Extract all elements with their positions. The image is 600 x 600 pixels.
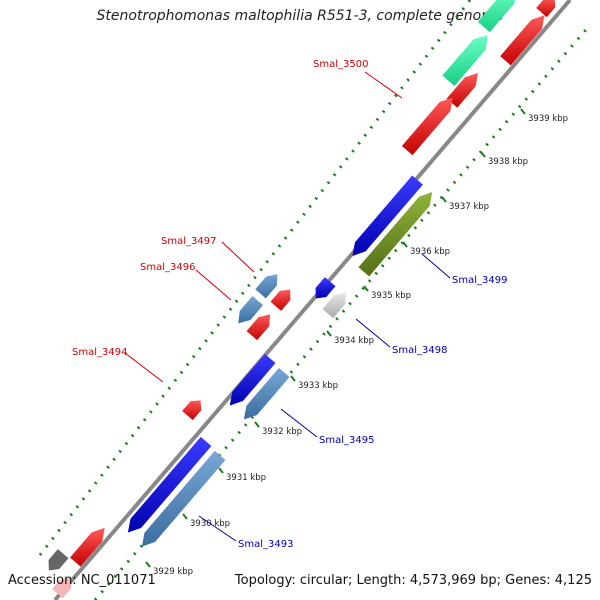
label-leader-line — [280, 408, 318, 438]
gene-arrow-steel-3496[interactable] — [238, 296, 264, 324]
genome-backbone — [53, 0, 572, 600]
tick-label: 3938 kbp — [488, 157, 528, 167]
label-leader-line — [421, 253, 451, 279]
tick-label: 3934 kbp — [334, 336, 374, 346]
tick-mark — [218, 467, 224, 474]
gene-label-smal-3493[interactable]: Smal_3493 — [238, 539, 293, 550]
tick-label: 3929 kbp — [153, 567, 193, 577]
label-leader-line — [364, 71, 403, 99]
gene-arrow-blue-3930[interactable] — [127, 436, 212, 533]
tick-mark — [402, 241, 408, 248]
label-leader-line — [198, 515, 237, 542]
tick-label: 3939 kbp — [528, 114, 568, 124]
tick-mark — [145, 561, 151, 568]
gene-label-smal-3499[interactable]: Smal_3499 — [452, 275, 507, 286]
tick-mark — [520, 108, 526, 115]
gene-label-smal-3500[interactable]: Smal_3500 — [313, 59, 368, 70]
gene-arrow-pink-bottom[interactable] — [52, 578, 72, 599]
gene-arrow-blue-3498[interactable] — [315, 277, 336, 299]
label-leader-line — [221, 241, 255, 273]
gene-arrow-olive-3499[interactable] — [358, 192, 433, 277]
tick-mark — [441, 196, 447, 203]
tick-mark — [290, 375, 296, 382]
gene-arrow-red-top-3[interactable] — [446, 72, 479, 108]
tick-mark — [326, 330, 332, 337]
gene-arrow-red-3500[interactable] — [401, 97, 453, 156]
tick-label: 3936 kbp — [410, 247, 450, 257]
gene-arrow-steel-3493[interactable] — [141, 450, 226, 547]
gene-arrow-red-bottom[interactable] — [70, 527, 105, 567]
gene-arrow-red-3494[interactable] — [182, 400, 202, 421]
gene-arrow-steel-3495[interactable] — [243, 367, 290, 420]
gene-arrow-gray-3498[interactable] — [322, 292, 347, 319]
gene-arrow-red-top-2[interactable] — [500, 15, 545, 66]
gene-label-smal-3496[interactable]: Smal_3496 — [140, 262, 195, 273]
page-title: Stenotrophomonas maltophilia R551-3, com… — [96, 8, 504, 24]
gene-arrow-mint-1[interactable] — [477, 0, 517, 33]
tick-label: 3933 kbp — [298, 381, 338, 391]
accession-text: Accession: NC_011071 — [8, 573, 156, 588]
gene-arrow-blue-3937[interactable] — [352, 175, 423, 256]
gene-label-smal-3498[interactable]: Smal_3498 — [392, 345, 447, 356]
gene-arrow-red-3496[interactable] — [246, 314, 271, 341]
tick-mark — [363, 285, 369, 292]
tick-label: 3937 kbp — [449, 202, 489, 212]
gene-label-smal-3494[interactable]: Smal_3494 — [72, 347, 127, 358]
gene-label-smal-3497[interactable]: Smal_3497 — [161, 236, 216, 247]
gene-arrow-gray-bottom[interactable] — [48, 549, 69, 571]
gene-arrow-red-top-1[interactable] — [536, 0, 556, 18]
tick-label: 3931 kbp — [226, 473, 266, 483]
outer-tick-track — [38, 0, 472, 556]
tick-mark — [480, 151, 486, 158]
tick-mark — [254, 421, 260, 428]
gene-arrow-red-3497[interactable] — [270, 289, 291, 311]
topology-text: Topology: circular; Length: 4,573,969 bp… — [234, 573, 592, 588]
tick-mark — [182, 513, 188, 520]
gene-arrow-blue-3933[interactable] — [229, 353, 276, 406]
label-leader-line — [195, 269, 232, 301]
gene-label-smal-3495[interactable]: Smal_3495 — [319, 435, 374, 446]
tick-label: 3935 kbp — [371, 291, 411, 301]
tick-label: 3932 kbp — [262, 427, 302, 437]
label-leader-line — [355, 318, 391, 348]
gene-arrow-mint-2[interactable] — [442, 35, 488, 86]
gene-arrow-steel-3497[interactable] — [255, 274, 278, 299]
label-leader-line — [124, 352, 164, 383]
